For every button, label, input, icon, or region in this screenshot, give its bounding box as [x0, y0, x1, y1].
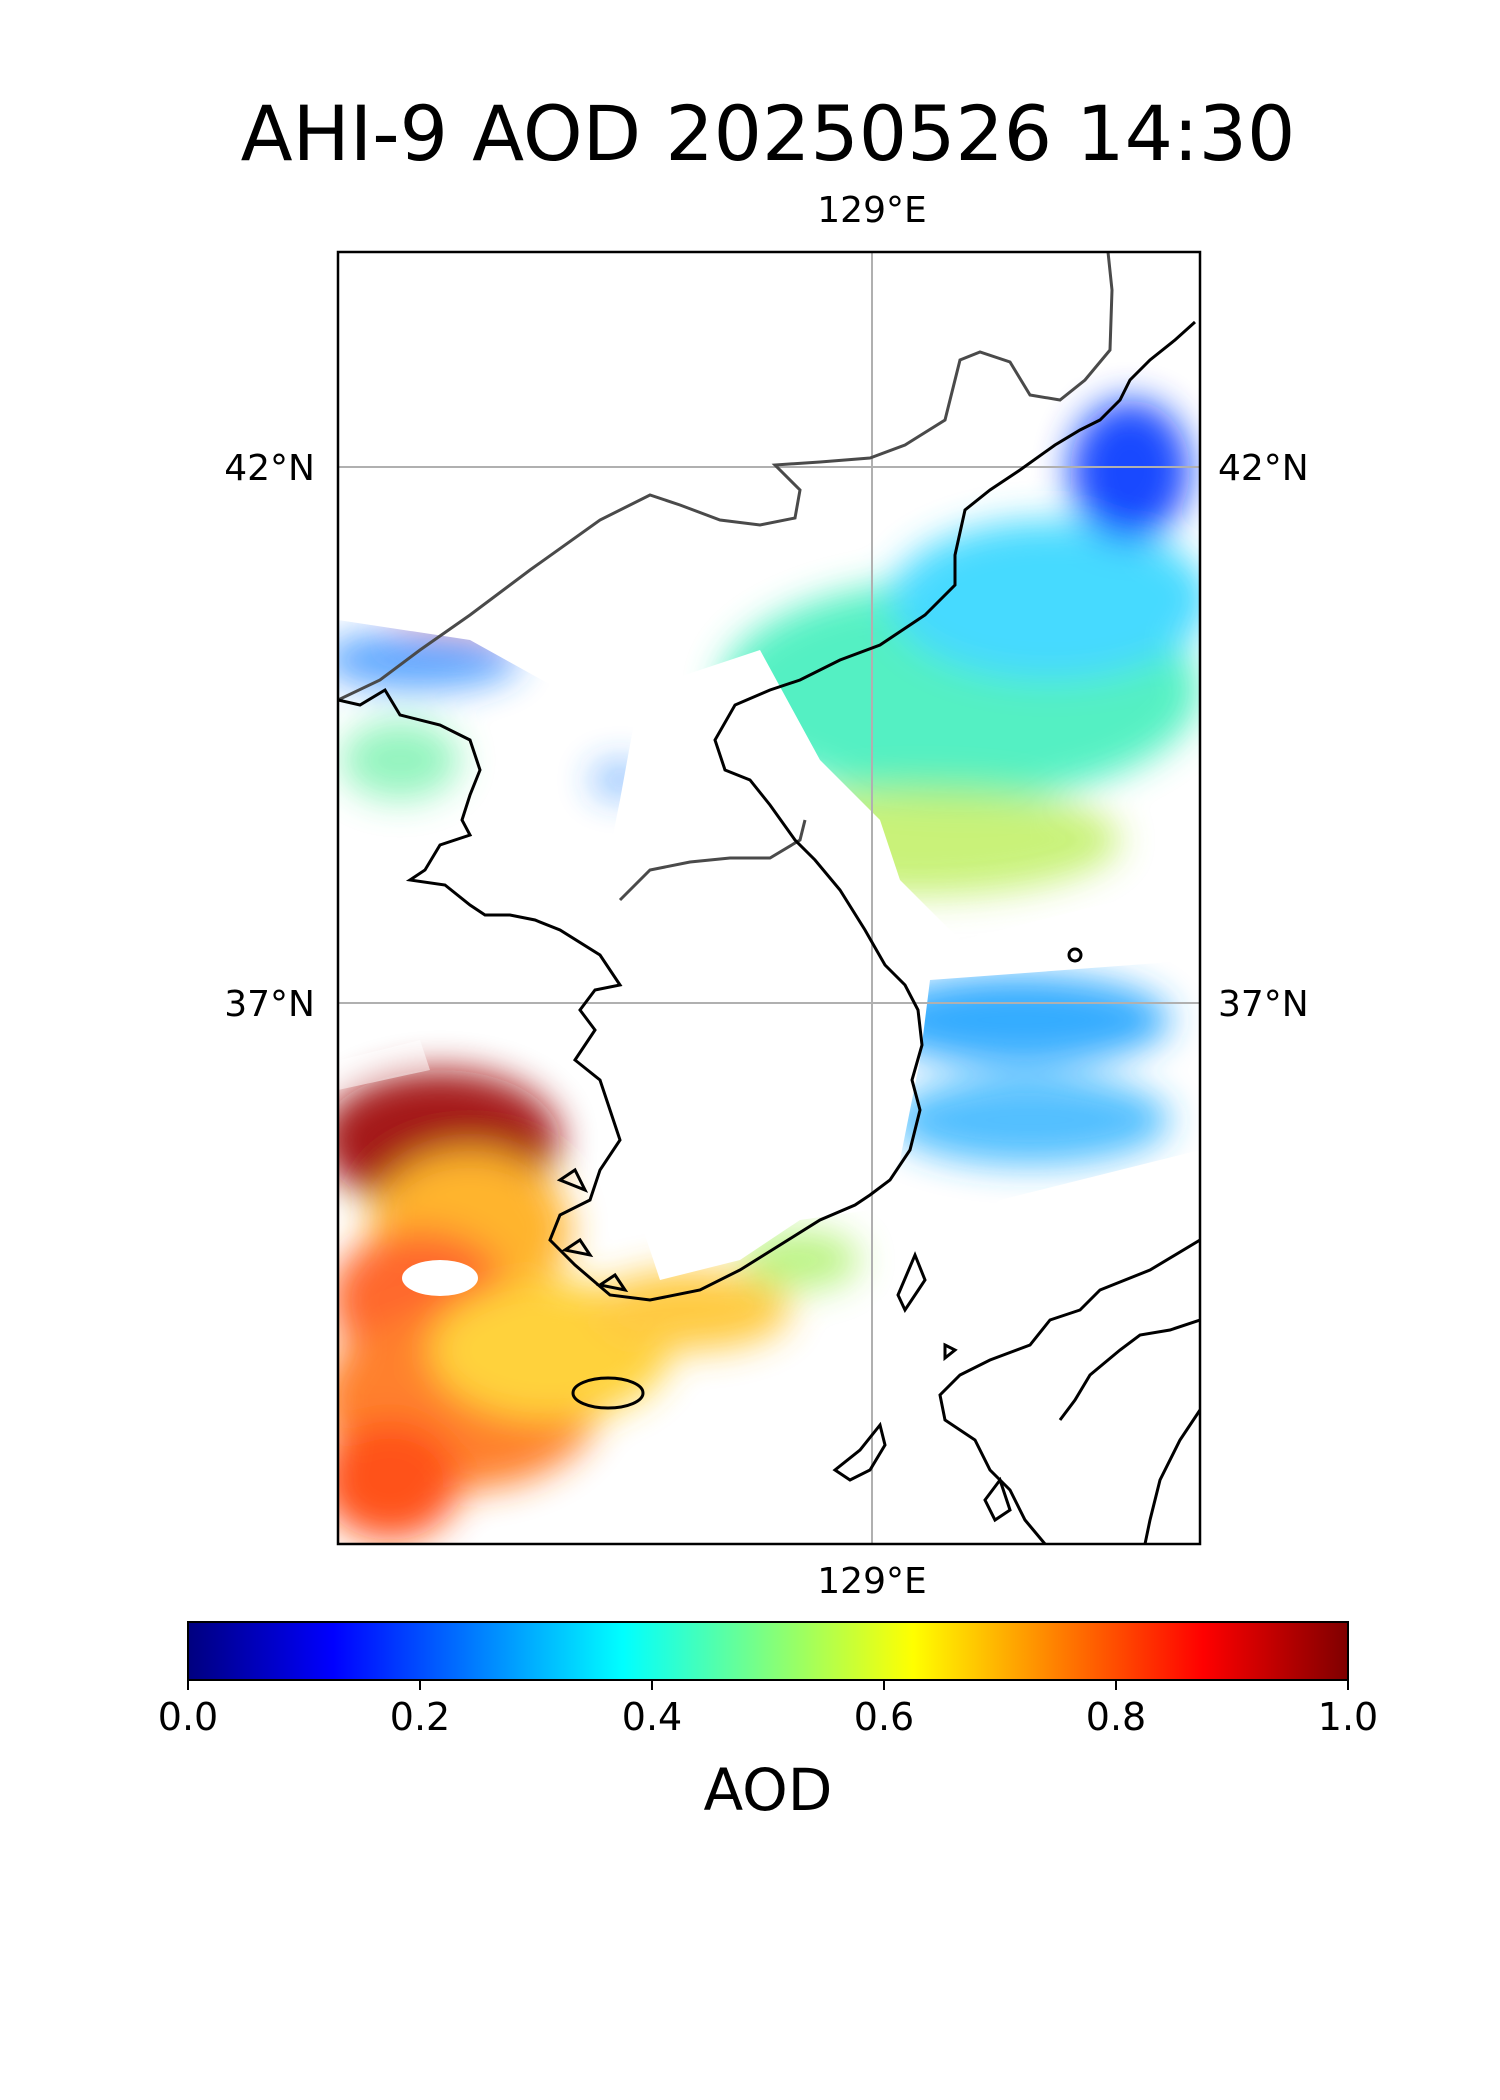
colorbar-tick-label: 0.2: [390, 1695, 450, 1739]
map-panel: [336, 250, 1202, 1546]
lat-label-left-37n: 37°N: [224, 984, 315, 1025]
colorbar: 0.0 0.2 0.4 0.6 0.8 1.0 AOD: [158, 1621, 1378, 1824]
country-borders: [338, 252, 1114, 902]
lat-label-right-37n: 37°N: [1218, 984, 1309, 1025]
map-title: AHI-9 AOD 20250526 14:30: [241, 89, 1296, 178]
colorbar-label: AOD: [704, 1756, 833, 1824]
lon-label-bottom: 129°E: [817, 1561, 926, 1602]
colorbar-tick-label: 0.4: [622, 1695, 682, 1739]
colorbar-tick-label: 0.8: [1086, 1695, 1146, 1739]
gridlines: [338, 252, 1200, 1544]
lat-label-right-42n: 42°N: [1218, 448, 1309, 489]
lon-label-top: 129°E: [817, 190, 926, 231]
jeju-island: [571, 1376, 645, 1410]
colorbar-tick-label: 0.6: [854, 1695, 914, 1739]
colorbar-tick-label: 0.0: [158, 1695, 218, 1739]
map-frame: [336, 250, 1202, 1546]
colorbar-tick-label: 1.0: [1318, 1695, 1378, 1739]
map-axis-labels: 129°E 129°E 42°N 37°N 42°N 37°N: [224, 190, 1309, 1602]
colorbar-gradient: [187, 1621, 1349, 1681]
lat-label-left-42n: 42°N: [224, 448, 315, 489]
coastlines: [338, 320, 1200, 1544]
colorbar-ticks: 0.0 0.2 0.4 0.6 0.8 1.0: [158, 1680, 1378, 1739]
